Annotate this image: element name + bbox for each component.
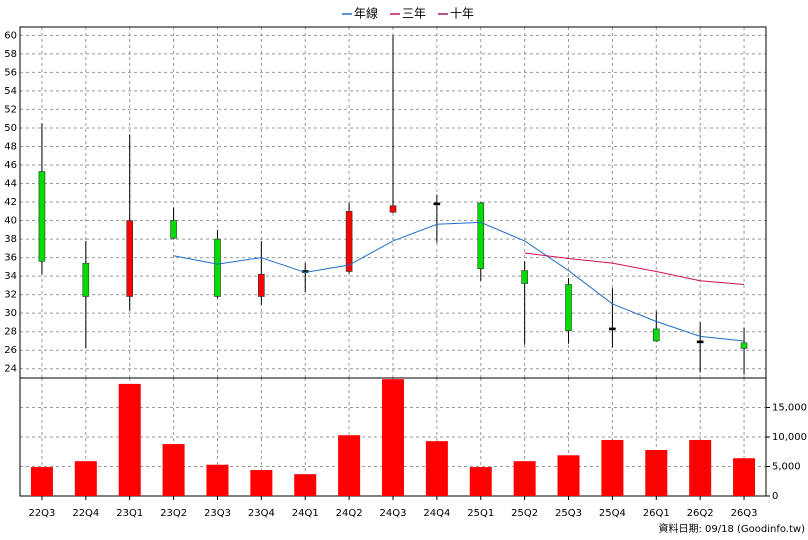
candle-body [389, 205, 397, 213]
candle-body [433, 202, 441, 206]
candle-body [477, 202, 485, 270]
y-tick-label: 5,000 [772, 462, 801, 473]
volume-bar [338, 435, 361, 496]
legend-label: 年線 [354, 6, 378, 21]
y-tick-label: 50 [4, 123, 17, 134]
x-tick-label: 25Q2 [511, 508, 538, 519]
ma-line [524, 252, 745, 285]
y-tick-label: 36 [4, 253, 17, 264]
y-tick-label: 26 [4, 345, 17, 356]
candle-body [609, 327, 616, 331]
x-tick-label: 22Q3 [28, 508, 55, 519]
y-tick-label: 28 [4, 327, 17, 338]
volume-bar [601, 439, 624, 496]
y-tick-label: 42 [4, 197, 17, 208]
volume-bar [30, 467, 53, 496]
x-tick-label: 23Q1 [116, 508, 143, 519]
candle-body [565, 284, 572, 332]
candle-body [170, 220, 177, 239]
x-tick-label: 24Q2 [336, 508, 363, 519]
y-tick-label: 24 [4, 364, 17, 375]
y-tick-label: 38 [4, 234, 17, 245]
x-tick-label: 25Q4 [599, 508, 626, 519]
y-tick-label: 60 [4, 30, 17, 41]
volume-bar [382, 379, 404, 496]
source-note: 資料日期: 09/18 (Goodinfo.tw) [658, 522, 805, 535]
x-tick-label: 23Q4 [248, 508, 275, 519]
volume-bar [557, 455, 580, 496]
volume-bar [513, 461, 536, 496]
x-tick-label: 25Q3 [555, 508, 582, 519]
y-tick-label: 30 [4, 308, 17, 319]
x-tick-label: 23Q3 [204, 508, 231, 519]
volume-bar [162, 444, 185, 496]
candle-body [652, 328, 660, 342]
volume-bar [74, 461, 97, 496]
y-tick-label: 32 [4, 290, 17, 301]
y-tick-label: 48 [4, 141, 17, 152]
volume-bar [689, 439, 712, 496]
y-tick-label: 52 [4, 104, 17, 115]
y-tick-label: 58 [4, 49, 17, 60]
candle-body [521, 270, 528, 284]
y-tick-label: 44 [4, 179, 17, 190]
x-tick-label: 26Q2 [687, 508, 714, 519]
y-tick-label: 46 [4, 160, 17, 171]
candle-body [740, 342, 748, 349]
candle-body [38, 171, 46, 262]
x-tick-label: 24Q1 [292, 508, 319, 519]
candle-body [345, 210, 353, 272]
x-tick-label: 26Q3 [731, 508, 758, 519]
y-tick-label: 0 [772, 491, 778, 502]
volume-bar [425, 441, 448, 496]
volume-bar [206, 464, 229, 496]
y-tick-label: 15,000 [772, 403, 807, 414]
legend-label: 三年 [402, 7, 426, 21]
y-tick-label: 54 [4, 86, 17, 97]
volume-bar [294, 474, 317, 496]
x-tick-label: 24Q4 [423, 508, 450, 519]
candle-body [126, 220, 134, 297]
y-tick-label: 40 [4, 216, 17, 227]
candle-body [82, 262, 90, 297]
x-tick-label: 24Q3 [380, 508, 407, 519]
x-tick-label: 23Q2 [160, 508, 187, 519]
ma-line [173, 221, 745, 342]
x-tick-label: 26Q1 [643, 508, 670, 519]
volume-bar [118, 383, 141, 496]
volume-bar [645, 449, 668, 496]
candle-body [258, 273, 265, 297]
volume-bar [733, 458, 756, 496]
y-tick-label: 34 [4, 271, 17, 282]
candle-body [696, 340, 704, 344]
y-tick-label: 10,000 [772, 432, 807, 443]
volume-bar [250, 470, 273, 496]
legend-label: 十年 [450, 7, 474, 21]
x-tick-label: 22Q4 [72, 508, 99, 519]
x-tick-label: 25Q1 [467, 508, 494, 519]
volume-bar [469, 467, 492, 496]
y-tick-label: 56 [4, 67, 17, 78]
candle-body [214, 238, 221, 297]
